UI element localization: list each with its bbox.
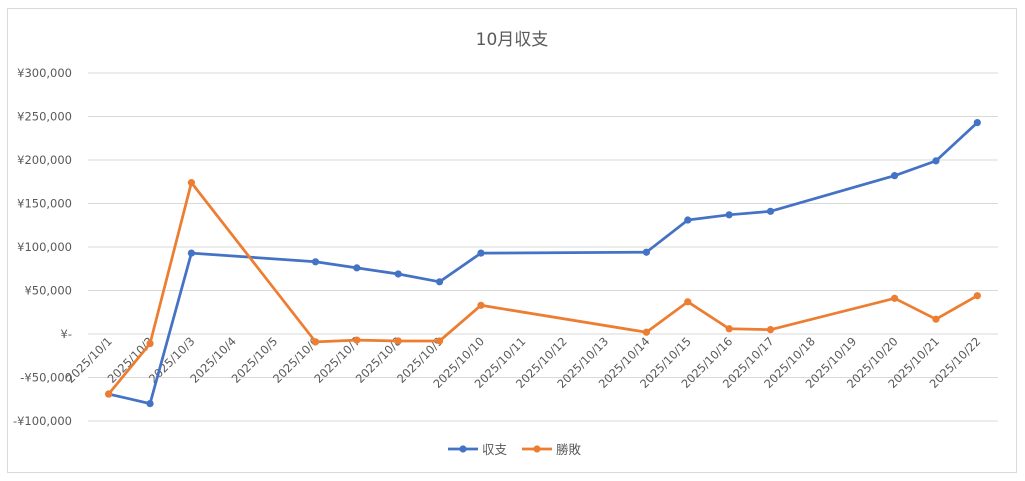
data-point: [353, 264, 361, 272]
y-tick-label: ¥200,000: [17, 153, 72, 167]
y-tick-label: ¥150,000: [17, 197, 72, 211]
y-tick-label: -¥50,000: [20, 371, 72, 385]
legend-marker: [533, 445, 541, 453]
data-point: [642, 328, 651, 336]
data-point: [477, 301, 485, 309]
data-point: [725, 211, 733, 219]
data-point: [932, 315, 940, 323]
data-point: [890, 294, 899, 302]
legend-label: 勝敗: [556, 442, 582, 457]
chart-title: 10月収支: [476, 30, 549, 50]
data-point: [105, 390, 113, 398]
data-point: [353, 336, 361, 344]
y-tick-label: ¥300,000: [17, 66, 72, 80]
data-point: [477, 249, 485, 257]
data-point: [146, 339, 154, 348]
data-point: [435, 337, 444, 345]
data-point: [435, 278, 444, 286]
legend-marker: [459, 445, 467, 453]
data-point: [311, 338, 320, 346]
data-point: [311, 258, 320, 266]
data-point: [394, 270, 402, 278]
data-point: [973, 292, 981, 300]
data-point: [973, 118, 981, 127]
y-tick-label: -¥100,000: [13, 414, 72, 428]
data-point: [725, 325, 733, 333]
data-point: [187, 249, 196, 257]
data-point: [146, 400, 154, 408]
y-tick-label: ¥-: [61, 327, 72, 341]
data-point: [684, 298, 692, 306]
data-point: [890, 172, 899, 180]
y-tick-label: ¥250,000: [17, 110, 72, 124]
data-point: [187, 179, 196, 187]
data-point: [684, 216, 692, 224]
y-tick-label: ¥100,000: [17, 240, 72, 254]
data-point: [766, 326, 775, 334]
data-point: [932, 157, 940, 165]
data-point: [394, 337, 402, 345]
data-point: [766, 207, 775, 215]
y-tick-label: ¥50,000: [24, 284, 72, 298]
data-point: [642, 248, 651, 256]
legend-label: 収支: [482, 442, 508, 457]
